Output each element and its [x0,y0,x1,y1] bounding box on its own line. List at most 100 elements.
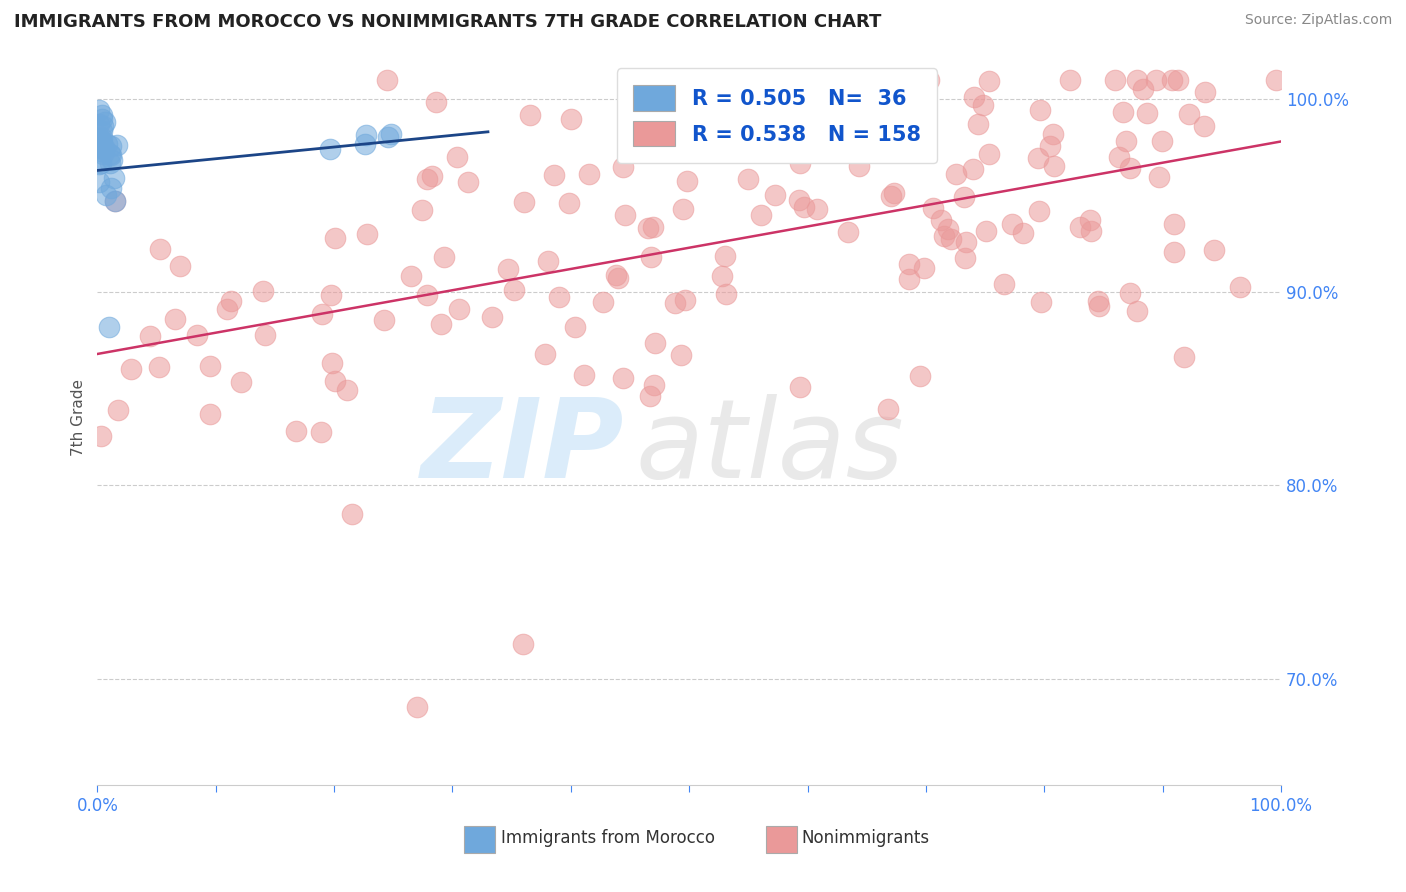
Point [1087,293,1109,308]
Point [512,637,534,651]
Point [962,161,984,176]
Point [198,359,221,374]
Point [612,371,634,385]
Point [100,181,122,195]
Point [897,257,920,271]
Point [806,202,828,216]
Point [1125,303,1147,318]
Point [789,193,811,207]
Point [880,189,903,203]
Point [1149,169,1171,184]
Point [377,129,399,144]
Point [353,136,375,151]
Point [560,112,582,126]
Point [1135,105,1157,120]
Point [94,115,117,129]
Point [309,425,332,440]
Point [827,72,849,87]
Point [91,147,114,161]
Point [229,375,252,389]
Point [1150,134,1173,148]
Point [96,136,118,151]
Point [105,137,128,152]
Point [607,271,630,285]
Point [1080,224,1102,238]
Point [1029,295,1052,310]
Point [972,97,994,112]
Point [669,348,692,362]
Point [416,288,439,302]
Point [711,269,734,284]
Point [519,108,541,122]
Point [793,200,815,214]
Point [100,156,122,170]
Point [104,194,127,208]
Point [411,203,433,218]
Point [1177,106,1199,120]
Point [936,222,959,236]
Point [837,225,859,239]
Point [993,277,1015,292]
Point [433,250,456,264]
Point [1069,220,1091,235]
Point [1104,72,1126,87]
Point [416,171,439,186]
Point [737,172,759,186]
Point [103,194,125,208]
Point [169,259,191,273]
Point [536,254,558,268]
Point [912,260,935,275]
Point [285,424,308,438]
Point [749,208,772,222]
Point [90,155,112,169]
Point [498,262,520,277]
Point [1132,82,1154,96]
Point [100,153,122,167]
Point [1028,103,1050,117]
Text: IMMIGRANTS FROM MOROCCO VS NONIMMIGRANTS 7TH GRADE CORRELATION CHART: IMMIGRANTS FROM MOROCCO VS NONIMMIGRANTS… [14,13,882,31]
Point [325,231,347,245]
Point [1160,72,1182,87]
Point [120,361,142,376]
Point [877,402,900,417]
Point [1026,152,1049,166]
Point [89,175,111,189]
Point [673,293,696,308]
Point [953,251,976,265]
Point [643,377,665,392]
Point [1042,159,1064,173]
Point [93,119,115,133]
Point [91,136,114,151]
Point [952,190,974,204]
Point [1119,161,1142,175]
Point [446,150,468,164]
Point [89,140,111,154]
Point [564,319,586,334]
Point [219,293,242,308]
Point [638,389,661,403]
Point [976,224,998,238]
Point [1028,203,1050,218]
Point [1012,226,1035,240]
Point [399,269,422,284]
Point [637,221,659,235]
Point [503,283,526,297]
Point [406,700,429,714]
Point [558,196,581,211]
Point [1039,138,1062,153]
Point [543,169,565,183]
Point [457,175,479,189]
Y-axis label: 7th Grade: 7th Grade [72,379,86,456]
Point [321,287,343,301]
Point [375,72,398,87]
Text: atlas: atlas [636,393,904,500]
Point [908,368,931,383]
Text: Source: ZipAtlas.com: Source: ZipAtlas.com [1244,13,1392,28]
Point [1192,119,1215,133]
Point [90,429,112,443]
Point [449,301,471,316]
Point [929,213,952,227]
Point [1194,86,1216,100]
Point [91,108,114,122]
Point [87,103,110,117]
